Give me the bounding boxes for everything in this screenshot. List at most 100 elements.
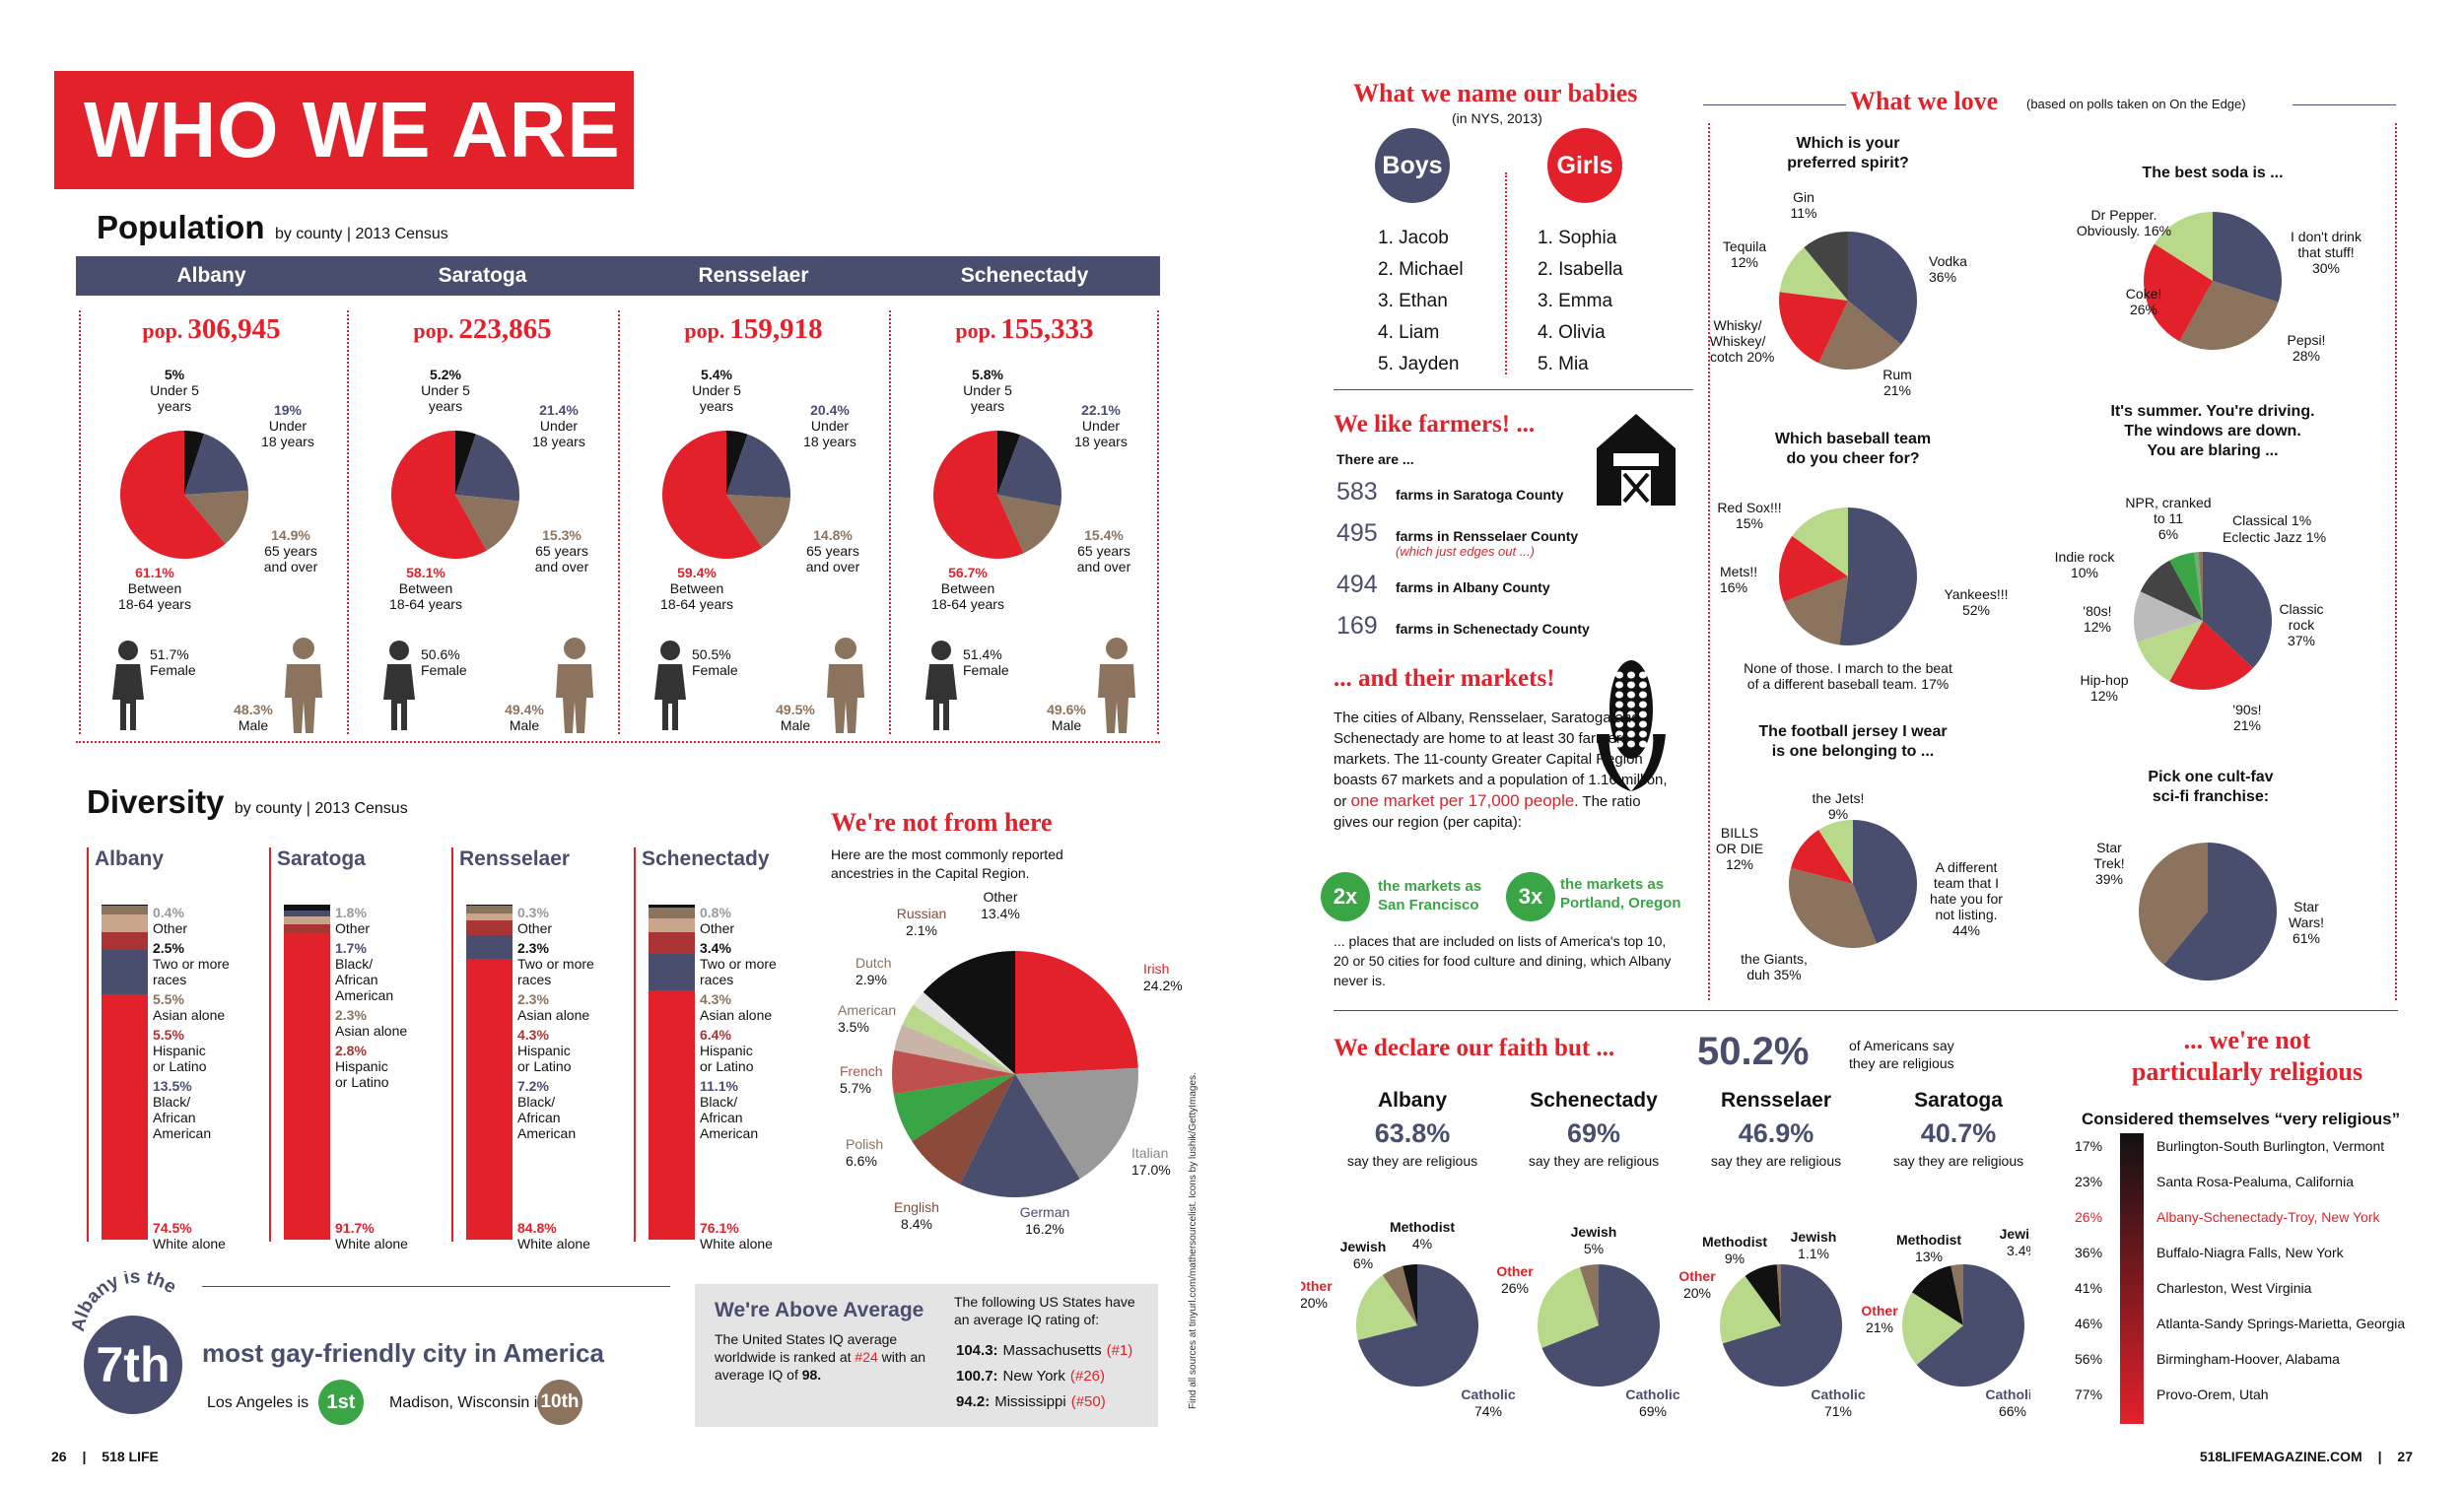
religious-city: Buffalo-Niagra Falls, New York bbox=[2156, 1245, 2344, 1260]
female-icon bbox=[112, 641, 144, 730]
female-value: 50.5% bbox=[692, 646, 731, 662]
under18-text: Under 18 years bbox=[261, 418, 314, 449]
iq-state-name: Mississippi bbox=[994, 1393, 1066, 1410]
ancestry-slice bbox=[892, 1049, 1015, 1095]
madison-rank-badge: 10th bbox=[537, 1380, 582, 1425]
diversity-pct: 1.7% bbox=[335, 940, 367, 956]
radio-slice bbox=[2137, 621, 2203, 682]
pop-prefix: pop. bbox=[413, 318, 454, 343]
male-value: 49.5% bbox=[776, 702, 815, 717]
baseball-label: Yankees!!! 52% bbox=[1944, 586, 2008, 618]
over65-label: 15.3% 65 years and over bbox=[522, 527, 601, 575]
spirit-question: Which is your preferred spirit? bbox=[1787, 135, 1909, 171]
under5-text: Under 5 years bbox=[421, 382, 470, 414]
iq-state-name: Massachusetts bbox=[1002, 1342, 1102, 1359]
scifi-slice bbox=[2163, 843, 2277, 981]
iq-avg: 98. bbox=[801, 1367, 822, 1383]
under18-text: Under 18 years bbox=[532, 418, 585, 449]
diversity-bar-segment bbox=[649, 953, 695, 990]
age-pie-chart bbox=[662, 431, 790, 559]
baseball-slice bbox=[1779, 535, 1848, 602]
over65-text: 65 years and over bbox=[263, 543, 318, 575]
farm-row: 169 farms in Schenectady County bbox=[1336, 612, 1590, 653]
diversity-cat: Black/ African American bbox=[517, 1094, 577, 1141]
male-label: 49.6% Male bbox=[1042, 702, 1091, 733]
male-text: Male bbox=[1051, 717, 1082, 733]
diversity-cat: Black/ African American bbox=[335, 956, 394, 1003]
spirit-label: Whisky/Whiskey/Scotch 20% bbox=[1710, 317, 1774, 365]
over65-value: 15.4% bbox=[1084, 527, 1124, 543]
iq-state-rank: (#50) bbox=[1070, 1393, 1106, 1410]
gay-divider bbox=[202, 1286, 670, 1287]
baseball-question: Which baseball team do you cheer for? bbox=[1775, 431, 1931, 467]
football-slice bbox=[1789, 867, 1877, 948]
girl-name: 1. Sophia bbox=[1538, 228, 1617, 248]
football-slice bbox=[1791, 830, 1853, 884]
adult-text: Between 18-64 years bbox=[660, 580, 733, 612]
faith-sayrel: say they are religious bbox=[1346, 1153, 1478, 1169]
diversity-pct: 5.5% bbox=[153, 1027, 184, 1043]
radio-slice bbox=[2140, 560, 2203, 621]
diversity-label: 2.3% Two or more races bbox=[517, 940, 594, 987]
girl-name: 4. Olivia bbox=[1538, 322, 1606, 343]
diversity-bar-segment bbox=[284, 933, 330, 1240]
faith-slice-name: Methodist bbox=[1702, 1234, 1767, 1250]
faith-slice-name: Other bbox=[1301, 1278, 1333, 1294]
iq-state-rank: (#1) bbox=[1106, 1342, 1133, 1359]
pop-col-divider bbox=[618, 310, 620, 734]
faith-slice bbox=[1722, 1264, 1842, 1387]
faith-pct: 46.9% bbox=[1738, 1118, 1814, 1148]
title-banner: WHO WE ARE bbox=[54, 71, 634, 189]
ancestry-name: Italian bbox=[1131, 1145, 1168, 1161]
faith-slice bbox=[1579, 1264, 1599, 1325]
ancestry-name: Irish bbox=[1143, 961, 1169, 977]
scifi-label: Star Trek! 39% bbox=[2093, 840, 2124, 887]
diversity-county-saratoga: Saratoga bbox=[277, 847, 366, 870]
iq-text1: The United States IQ average worldwide i… bbox=[715, 1331, 898, 1365]
diversity-pct: 74.5% bbox=[153, 1220, 192, 1236]
diversity-bar-segment bbox=[649, 989, 695, 1240]
under18-label: 21.4% Under 18 years bbox=[519, 402, 598, 449]
girls-label: Girls bbox=[1556, 152, 1613, 179]
population-header-bar bbox=[76, 256, 1160, 296]
diversity-divider bbox=[451, 847, 453, 1242]
over65-text: 65 years and over bbox=[1076, 543, 1131, 575]
diversity-label: 13.5% Black/ African American bbox=[153, 1078, 211, 1141]
diversity-cat: Other bbox=[517, 920, 553, 936]
farmers-there: There are ... bbox=[1336, 451, 1414, 467]
faith-pct: 69% bbox=[1566, 1118, 1621, 1148]
diversity-pct: 0.8% bbox=[700, 905, 731, 920]
age-slice bbox=[726, 434, 790, 499]
diversity-label: 4.3% Asian alone bbox=[700, 991, 772, 1023]
left-magazine: 518 LIFE bbox=[102, 1449, 159, 1464]
farm-county: farms in Rensselaer County bbox=[1396, 528, 1579, 544]
adult-value: 61.1% bbox=[135, 565, 174, 580]
girls-circle: Girls bbox=[1547, 128, 1622, 203]
religious-city: Burlington-South Burlington, Vermont bbox=[2156, 1138, 2385, 1154]
soda-label: I don't drink that stuff! 30% bbox=[2291, 229, 2362, 276]
x2-label: 2x bbox=[1333, 884, 1358, 909]
age-slice bbox=[997, 495, 1061, 554]
ancestry-pct: 5.7% bbox=[840, 1080, 871, 1096]
diversity-label: 2.5% Two or more races bbox=[153, 940, 230, 987]
farm-county: farms in Schenectady County bbox=[1396, 621, 1590, 637]
county-header-saratoga: Saratoga bbox=[438, 264, 527, 287]
ancestry-slice bbox=[912, 1074, 1015, 1184]
faith-slice-name: Catholic bbox=[1985, 1387, 2030, 1402]
ancestry-pct: 2.9% bbox=[856, 972, 887, 987]
diversity-cat: Asian alone bbox=[517, 1007, 590, 1023]
iq-state-row: 94.2: Mississippi (#50) bbox=[956, 1389, 1132, 1415]
notrel-sub: Considered themselves “very religious” bbox=[2082, 1110, 2401, 1128]
diversity-bar-segment bbox=[466, 959, 513, 1240]
male-icon bbox=[556, 638, 593, 733]
diversity-cat: Hispanic or Latino bbox=[517, 1043, 572, 1074]
faith-slice bbox=[1382, 1265, 1417, 1325]
diversity-cat: White alone bbox=[335, 1236, 408, 1251]
faith-slice bbox=[1356, 1274, 1417, 1340]
diversity-pct: 6.4% bbox=[700, 1027, 731, 1043]
religious-city: Albany-Schenectady-Troy, New York bbox=[2156, 1209, 2380, 1225]
diversity-label: 76.1% White alone bbox=[700, 1220, 773, 1251]
farm-note: (which just edges out ...) bbox=[1396, 544, 1535, 559]
adult-text: Between 18-64 years bbox=[389, 580, 462, 612]
diversity-cat: Black/ African American bbox=[700, 1094, 759, 1141]
